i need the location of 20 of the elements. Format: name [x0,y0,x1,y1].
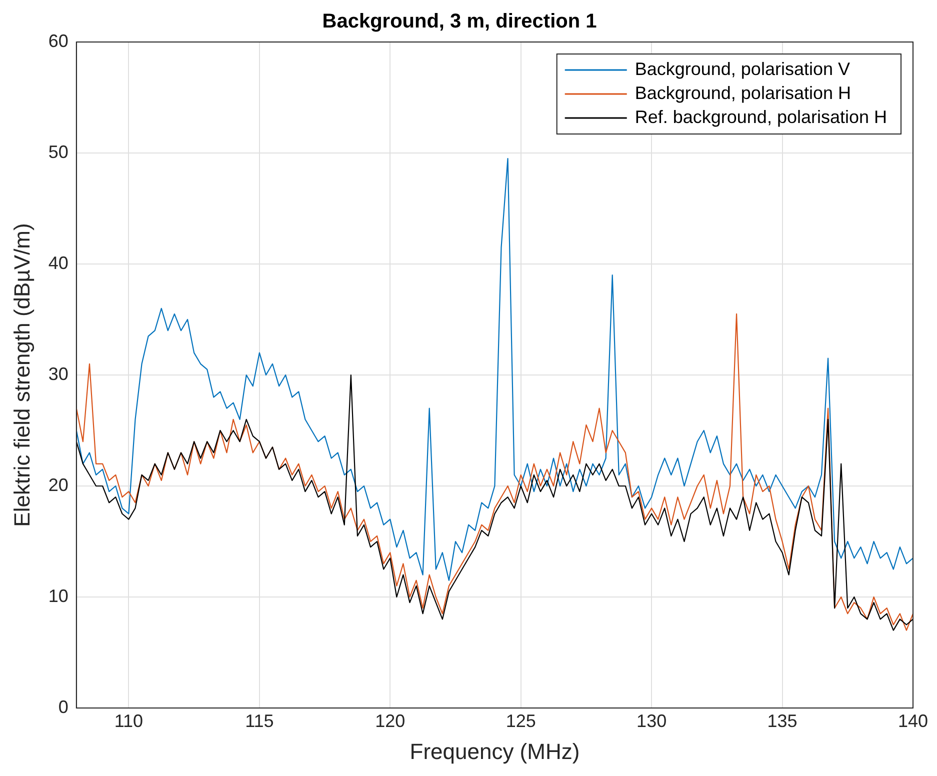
x-tick-label: 135 [767,710,798,731]
x-tick-label: 120 [375,710,406,731]
x-axis-title: Frequency (MHz) [410,738,580,764]
legend-label: Ref. background, polarisation H [634,106,887,127]
x-tick-label: 125 [506,710,536,731]
chart-title: Background, 3 m, direction 1 [322,10,597,33]
y-tick-label: 20 [48,474,68,495]
y-tick-label: 30 [48,364,68,384]
y-tick-label: 0 [58,696,68,717]
x-tick-label: 140 [898,710,928,731]
y-tick-label: 60 [48,30,68,51]
y-tick-label: 40 [48,252,68,273]
legend-label: Background, polarisation H [634,82,851,103]
x-tick-label: 115 [245,710,274,731]
x-tick-label: 130 [636,710,667,731]
y-tick-label: 50 [48,142,68,162]
y-axis-title: Elektric field strength (dBµV/m) [9,223,34,527]
y-tick-label: 10 [48,586,68,606]
x-tick-label: 110 [114,710,144,731]
legend-label: Background, polarisation V [634,58,850,79]
